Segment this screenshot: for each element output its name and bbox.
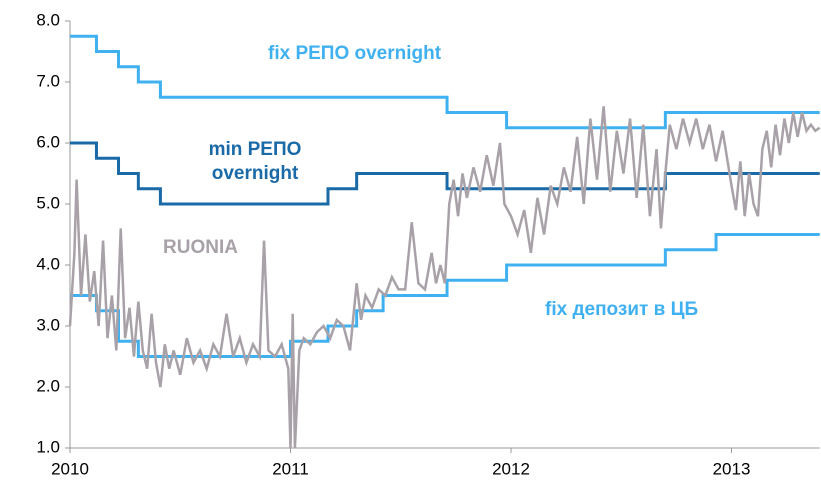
series-line — [70, 233, 820, 358]
series-line — [70, 141, 820, 206]
x-tick-label: 2012 — [492, 459, 530, 478]
series-label: RUONIA — [163, 237, 238, 258]
x-tick-label: 2010 — [51, 459, 89, 478]
y-tick-label: 2.0 — [36, 376, 60, 395]
series-label: min РЕПО overnight — [208, 139, 302, 184]
series-label: fix депозит в ЦБ — [545, 299, 699, 320]
series-line — [68, 106, 821, 449]
y-tick-label: 7.0 — [36, 71, 60, 90]
y-tick-label: 1.0 — [36, 437, 60, 456]
x-tick-label: 2011 — [272, 459, 309, 478]
series-line — [70, 34, 820, 130]
x-tick-label: 2013 — [713, 459, 751, 478]
y-tick-label: 3.0 — [36, 315, 60, 334]
y-tick-label: 6.0 — [36, 132, 60, 151]
y-tick-label: 4.0 — [36, 254, 60, 273]
y-tick-label: 5.0 — [36, 193, 60, 212]
series-label: fix РЕПО overnight — [268, 43, 442, 64]
y-tick-label: 8.0 — [36, 10, 60, 29]
